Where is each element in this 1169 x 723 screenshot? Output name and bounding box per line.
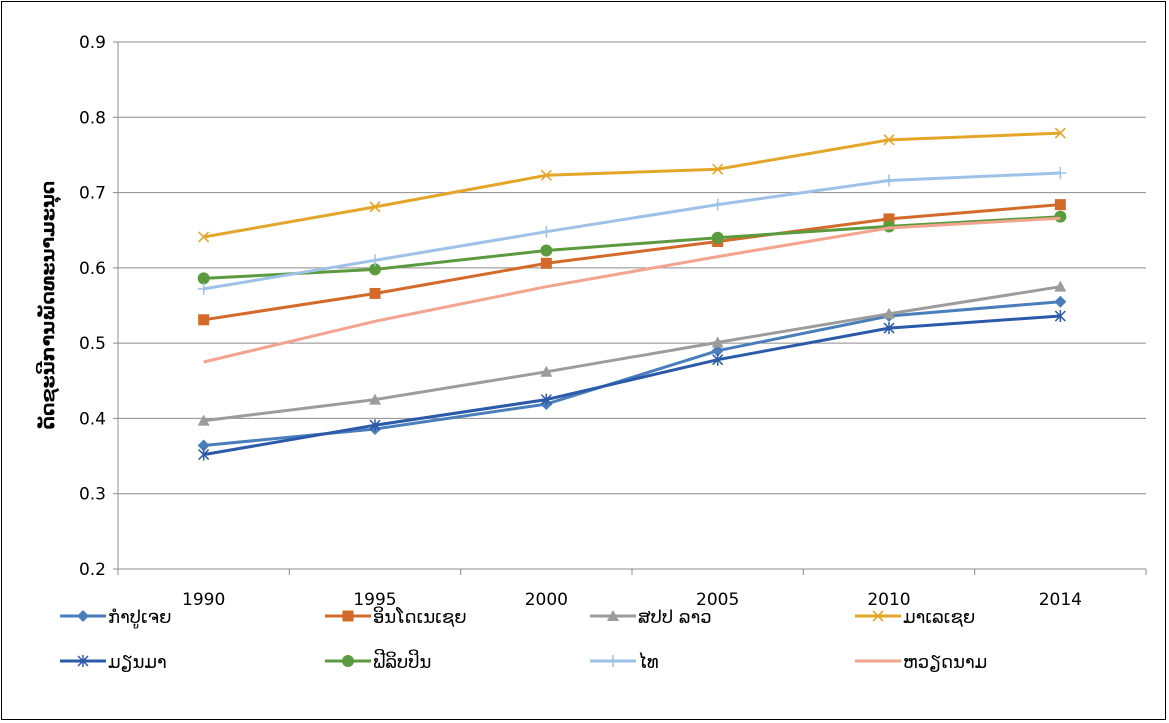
y-axis-title: ດັດຊະນີການພັດທະນາມະນຸດ [35,181,62,430]
data-point [712,353,724,366]
data-point [883,174,895,187]
series-8 [203,216,1061,364]
series-1 [197,295,1067,452]
series-line [203,285,1061,423]
data-point [197,282,210,295]
legend-item: ອິນໂດເນເຊຍ [325,607,467,628]
legend-label: ສປປ ລາວ [638,607,712,628]
series-line [203,215,1061,280]
data-point [540,257,552,269]
data-point [198,231,210,243]
data-point [883,307,895,319]
legend-item: ຟີລິບປິນ [325,650,431,673]
data-point [883,322,895,335]
series-line [203,131,1061,239]
data-point [883,213,895,225]
legend-item: ໄທ [590,652,659,673]
legend-item: ຫວຽດນາມ [855,652,987,673]
data-point [197,272,210,285]
y-tick-label: 0.4 [79,409,106,429]
data-point [369,201,381,213]
data-point [883,134,895,146]
data-point [198,314,210,326]
data-point [197,439,210,452]
data-point [1054,210,1067,223]
series-3 [197,280,1067,426]
data-point [540,169,552,181]
y-tick-label: 0.7 [79,184,106,204]
series-line [203,171,1061,291]
series-line [203,300,1061,447]
x-tick-label: 2000 [525,590,568,610]
legend-swatch-marker [342,655,354,667]
data-point [540,393,552,406]
data-point [197,414,210,426]
legend-swatch-marker [607,610,619,621]
y-tick-label: 0.8 [79,108,106,128]
legend-swatch-marker [872,610,884,622]
data-point [540,225,553,238]
series-line [203,314,1061,457]
x-tick-label: 1995 [353,590,396,610]
data-point [369,393,381,405]
legend-item: ສປປ ລາວ [590,607,712,628]
x-tick-label: 2010 [867,590,910,610]
data-point [711,336,724,348]
data-point [369,263,381,276]
y-tick-label: 0.6 [79,259,106,279]
legend-swatch-marker [607,655,619,667]
data-point [369,254,381,267]
legend-item: ມາເລເຊຍ [855,607,975,628]
series-7 [197,166,1067,295]
series-line [203,216,1061,364]
y-tick-label: 0.3 [79,485,106,505]
y-tick-label: 0.5 [79,334,106,354]
y-tick-label: 0.9 [79,33,106,53]
legend-label: ອິນໂດເນເຊຍ [373,607,467,628]
data-point [540,244,553,257]
series-6 [197,210,1067,285]
legend-label: ມາເລເຊຍ [903,607,975,628]
x-tick-label: 2005 [696,590,739,610]
legend-swatch-marker [77,655,89,667]
data-point [369,419,381,432]
legend-swatch-marker [77,610,89,622]
x-tick-label: 2014 [1039,590,1082,610]
series-4 [198,127,1066,243]
data-point [369,287,381,299]
data-point [712,163,724,175]
legend-label: ມຽນມາ [108,652,167,673]
data-point [711,231,724,244]
legend-swatch-marker [342,610,354,622]
data-point [1054,295,1067,308]
data-point [1054,127,1066,139]
axes: 0.2 0.3 0.4 0.5 0.6 0.7 0.8 0.9 1990 1995 2000 2005… [79,33,1147,610]
legend-label: ໄທ [638,652,659,673]
data-point [1054,199,1066,211]
legend-label: ກຳປູເຈຍ [108,607,171,628]
series-line [203,203,1061,322]
series-lines [197,127,1067,461]
data-point [1054,280,1067,292]
data-point [1054,310,1066,323]
legend-item: ກຳປູເຈຍ [60,607,171,628]
legend-item: ມຽນມາ [60,652,167,673]
series-5 [198,310,1066,461]
data-point [711,344,724,357]
y-tick-label: 0.2 [79,560,106,580]
data-point [711,198,724,211]
x-tick-label: 1990 [182,590,225,610]
data-point [540,365,553,377]
data-point [198,448,210,461]
legend-label: ຫວຽດນາມ [903,652,987,673]
data-point [1054,166,1067,179]
gridlines [118,41,1146,495]
legend-label: ຟີລິບປິນ [373,650,431,673]
